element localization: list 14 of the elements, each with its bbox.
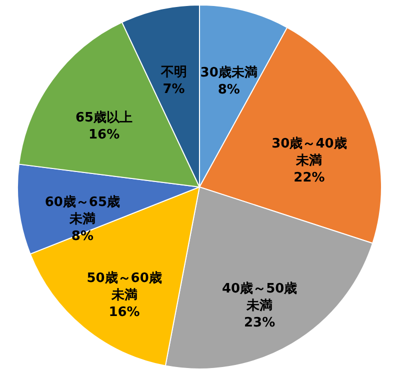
data-label: 16%	[88, 128, 120, 143]
data-label: 8%	[71, 228, 94, 244]
data-label: 16%	[108, 304, 140, 320]
data-label: 7%	[162, 82, 185, 97]
slice-label: 65歳以上	[75, 110, 133, 126]
slice-label: 60歳～65歳未満	[44, 194, 120, 227]
data-label: 23%	[244, 316, 276, 331]
slice-label: 30歳未満	[200, 66, 258, 81]
slice-label: 40歳～50歳未満	[222, 282, 298, 314]
slice-label: 30歳～40歳未満	[272, 136, 347, 169]
slice-label: 50歳～60歳未満	[86, 270, 162, 303]
slice-label: 不明	[160, 64, 187, 80]
data-label: 22%	[294, 170, 325, 186]
data-label: 8%	[218, 82, 240, 98]
